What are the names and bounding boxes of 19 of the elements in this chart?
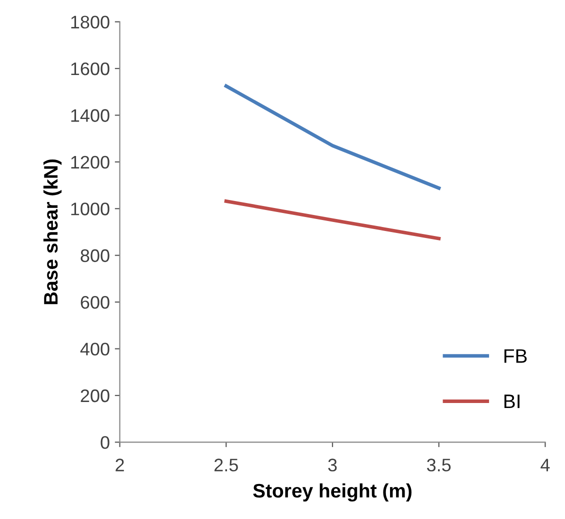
x-axis-title: Storey height (m)	[253, 483, 412, 502]
x-tick-label: 2.5	[214, 458, 238, 472]
y-tick-label: 1400	[71, 109, 110, 122]
x-tick-label: 3.5	[427, 458, 451, 472]
y-tick-label: 1800	[71, 16, 110, 29]
y-tick-label: 1200	[71, 156, 110, 169]
y-tick-label: 1600	[71, 62, 110, 76]
y-tick-label: 200	[80, 389, 110, 402]
y-tick-label: 400	[80, 342, 110, 356]
legend-label: BI	[504, 394, 520, 408]
y-tick-label: 0	[100, 436, 110, 449]
x-tick-label: 3	[328, 458, 337, 472]
y-tick-label: 600	[80, 296, 110, 309]
y-axis-title: Base shear (kN)	[43, 159, 62, 304]
x-tick-label: 2	[116, 458, 124, 472]
legend-label: FB	[504, 349, 527, 363]
y-tick-label: 1000	[71, 202, 110, 216]
y-tick-label: 800	[80, 249, 110, 262]
x-tick-label: 4	[540, 458, 550, 472]
